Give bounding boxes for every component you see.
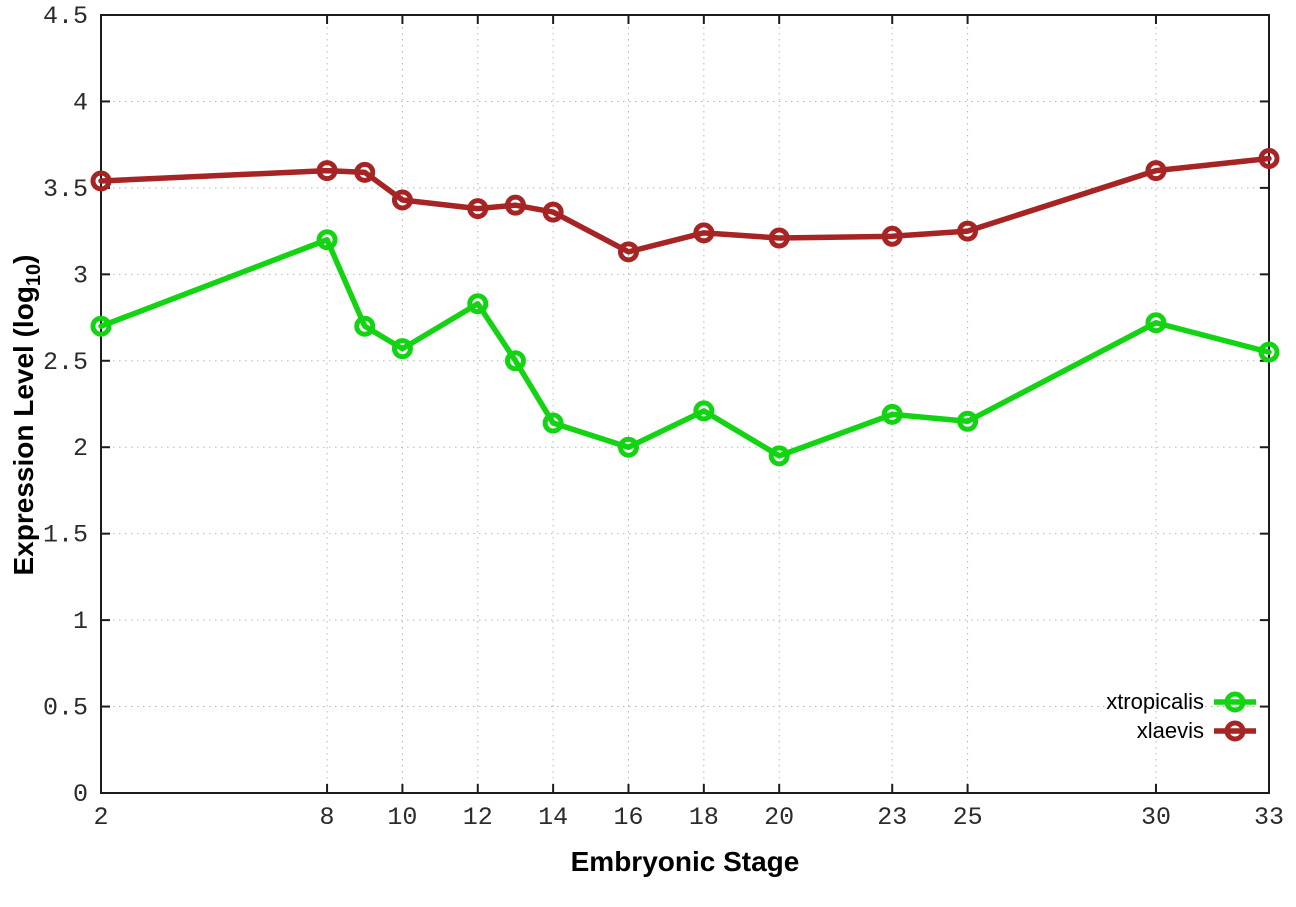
legend-entry-xlaevis: xlaevis xyxy=(1106,716,1258,745)
y-tick-label: 3 xyxy=(73,261,88,290)
data-point-xtropicalis xyxy=(467,293,489,315)
x-tick-label: 12 xyxy=(463,803,493,832)
data-point-xtropicalis xyxy=(881,403,903,425)
x-tick-label: 16 xyxy=(613,803,643,832)
plot-border xyxy=(100,14,1270,794)
x-tick-label: 30 xyxy=(1141,803,1171,832)
data-point-xtropicalis xyxy=(504,350,526,372)
legend-label-xtropicalis: xtropicalis xyxy=(1106,688,1204,714)
x-tick-label: 2 xyxy=(93,803,108,832)
y-tick-label: 0.5 xyxy=(43,694,88,723)
y-tick-label: 3.5 xyxy=(43,175,88,204)
x-tick-label: 20 xyxy=(764,803,794,832)
y-axis-title-suffix: ) xyxy=(8,254,40,264)
x-tick-label: 23 xyxy=(877,803,907,832)
data-point-xtropicalis xyxy=(1145,312,1167,334)
x-tick-label: 25 xyxy=(953,803,983,832)
data-point-xlaevis xyxy=(467,198,489,220)
data-point-xlaevis xyxy=(316,160,338,182)
data-point-xlaevis xyxy=(617,241,639,263)
data-point-xtropicalis xyxy=(354,315,376,337)
legend-entry-xtropicalis: xtropicalis xyxy=(1106,687,1258,716)
data-point-xlaevis xyxy=(391,189,413,211)
data-point-xlaevis xyxy=(504,194,526,216)
y-tick-label: 2 xyxy=(73,434,88,463)
data-point-xlaevis xyxy=(90,170,112,192)
y-axis-title: Expression Level (log10) xyxy=(8,255,46,576)
y-axis-title-text: Expression Level (log xyxy=(8,286,40,576)
data-point-xlaevis xyxy=(768,227,790,249)
x-tick-label: 14 xyxy=(538,803,568,832)
data-point-xtropicalis xyxy=(957,410,979,432)
x-axis-title: Embryonic Stage xyxy=(570,846,800,877)
data-point-xlaevis xyxy=(1145,160,1167,182)
y-axis-title-subscript: 10 xyxy=(22,263,45,287)
data-point-xtropicalis xyxy=(90,315,112,337)
x-tick-label: 8 xyxy=(320,803,335,832)
x-tick-label: 10 xyxy=(387,803,417,832)
y-tick-label: 4.5 xyxy=(43,2,88,31)
legend-label-xlaevis: xlaevis xyxy=(1136,717,1204,743)
x-tick-label: 18 xyxy=(689,803,719,832)
data-point-xlaevis xyxy=(693,222,715,244)
x-tick-label: 33 xyxy=(1254,803,1284,832)
data-point-xtropicalis xyxy=(391,338,413,360)
y-tick-label: 4 xyxy=(73,88,88,117)
series-line-xtropicalis xyxy=(98,237,1272,459)
data-point-xtropicalis xyxy=(316,229,338,251)
legend: xtropicalis xlaevis xyxy=(1106,687,1258,745)
data-point-xlaevis xyxy=(881,225,903,247)
legend-marker-icon xyxy=(1214,720,1256,741)
data-point-xtropicalis xyxy=(768,445,790,467)
y-tick-label: 0 xyxy=(73,780,88,809)
y-tick-label: 2.5 xyxy=(43,348,88,377)
data-point-xlaevis xyxy=(542,201,564,223)
data-point-xlaevis xyxy=(1258,147,1280,169)
data-point-xlaevis xyxy=(957,220,979,242)
data-point-xtropicalis xyxy=(1258,341,1280,363)
series-line-xlaevis xyxy=(98,155,1272,255)
data-point-xtropicalis xyxy=(693,400,715,422)
legend-marker-icon xyxy=(1214,691,1256,712)
data-point-xtropicalis xyxy=(617,436,639,458)
y-tick-label: 1 xyxy=(73,607,88,636)
data-point-xtropicalis xyxy=(542,412,564,434)
y-tick-label: 1.5 xyxy=(43,521,88,550)
data-point-xlaevis xyxy=(354,161,376,183)
